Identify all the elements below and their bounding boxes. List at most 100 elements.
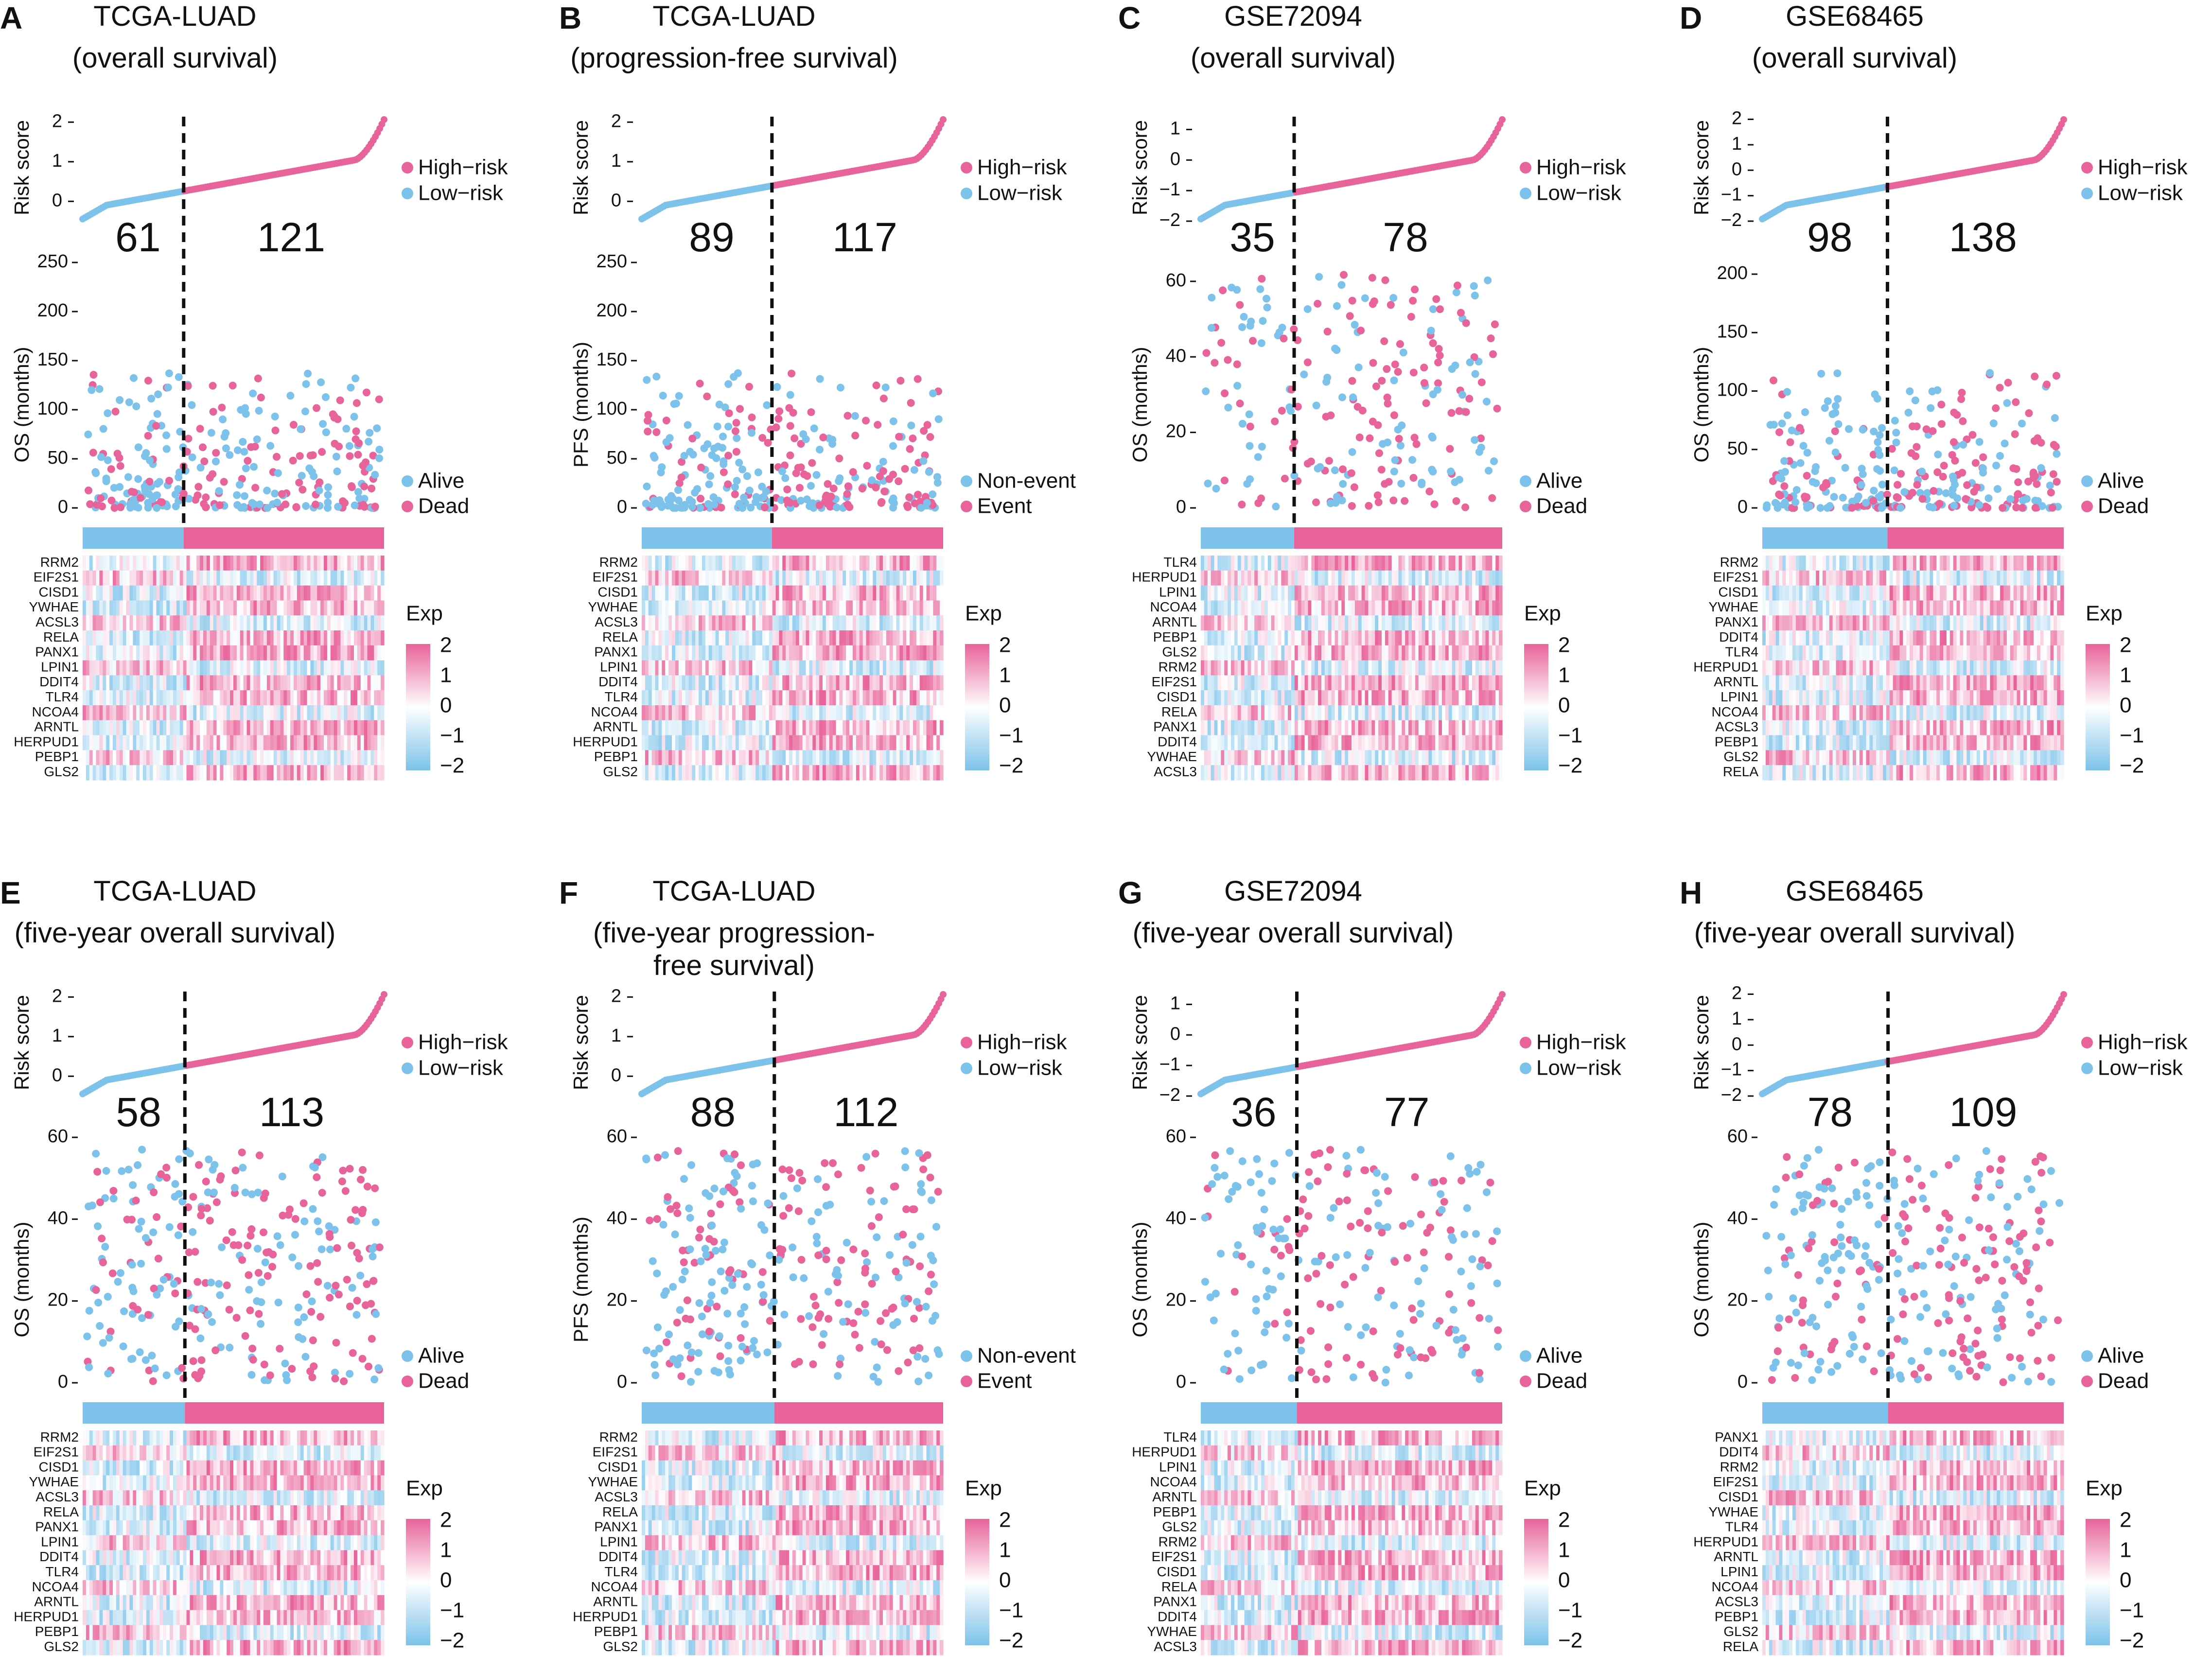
- heatmap-cell: [1238, 615, 1241, 630]
- heatmap-cell: [675, 571, 679, 586]
- heatmap-cell: [1214, 645, 1218, 661]
- survival-point: [1431, 500, 1439, 508]
- heatmap-cell: [196, 675, 200, 690]
- heatmap-cell: [719, 750, 722, 765]
- heatmap-cell: [672, 571, 675, 586]
- heatmap-cell: [866, 705, 870, 720]
- heatmap-cell: [1442, 571, 1445, 586]
- heatmap-cell: [93, 705, 96, 720]
- heatmap-cell: [240, 661, 244, 676]
- heatmap-cell: [1311, 690, 1315, 705]
- survival-point: [263, 504, 271, 512]
- survival-point: [215, 487, 223, 495]
- heatmap-cell: [652, 675, 655, 690]
- survival-point: [1337, 281, 1345, 289]
- heatmap-cell: [655, 661, 659, 676]
- heatmap-cell: [843, 720, 846, 735]
- heatmap-cell: [940, 600, 943, 615]
- heatmap-cell: [1328, 556, 1332, 571]
- gene-label: TLR4: [605, 689, 638, 704]
- heatmap-cell: [1489, 600, 1492, 615]
- survival-point: [859, 485, 866, 492]
- survival-point: [787, 391, 794, 399]
- heatmap-cell: [157, 690, 160, 705]
- exp-tick-label: 2: [440, 633, 452, 657]
- heatmap-cell: [742, 750, 746, 765]
- heatmap-cell: [217, 735, 220, 750]
- heatmap-cell: [1228, 571, 1231, 586]
- gene-label: RRM2: [40, 555, 79, 570]
- survival-tick-label: 0: [617, 497, 627, 517]
- heatmap-cell: [1382, 586, 1385, 601]
- heatmap-cell: [314, 571, 317, 586]
- heatmap-cell: [96, 705, 100, 720]
- heatmap-cell: [699, 615, 702, 630]
- heatmap-cell: [364, 720, 368, 735]
- heatmap-cell: [381, 630, 384, 645]
- heatmap-cell: [1392, 630, 1395, 645]
- heatmap-cell: [180, 750, 183, 765]
- heatmap-cell: [1365, 586, 1369, 601]
- heatmap-cell: [1415, 600, 1419, 615]
- heatmap-cell: [334, 556, 337, 571]
- heatmap-cell: [1214, 675, 1218, 690]
- heatmap-cell: [354, 765, 357, 780]
- heatmap-cell: [893, 571, 896, 586]
- heatmap-cell: [217, 720, 220, 735]
- heatmap-cell: [113, 600, 116, 615]
- heatmap-cell: [645, 586, 649, 601]
- heatmap-cell: [106, 556, 109, 571]
- heatmap-cell: [126, 600, 130, 615]
- heatmap-cell: [1398, 675, 1402, 690]
- heatmap-cell: [280, 690, 283, 705]
- heatmap-cell: [277, 600, 281, 615]
- heatmap-cell: [675, 586, 679, 601]
- heatmap-cell: [1201, 600, 1204, 615]
- heatmap-cell: [896, 645, 900, 661]
- heatmap-cell: [699, 720, 702, 735]
- heatmap-cell: [377, 571, 381, 586]
- heatmap-cell: [799, 586, 803, 601]
- heatmap-cell: [927, 720, 930, 735]
- heatmap-cell: [1345, 690, 1348, 705]
- heatmap-cell: [304, 586, 307, 601]
- heatmap-cell: [1305, 675, 1308, 690]
- heatmap-cell: [1479, 661, 1482, 676]
- heatmap-cell: [274, 645, 277, 661]
- heatmap-cell: [250, 615, 253, 630]
- heatmap-cell: [1264, 586, 1268, 601]
- heatmap-cell: [1251, 690, 1254, 705]
- heatmap-cell: [166, 630, 170, 645]
- heatmap-cell: [649, 661, 652, 676]
- heatmap-cell: [153, 705, 157, 720]
- heatmap-cell: [645, 645, 649, 661]
- heatmap-cell: [762, 630, 766, 645]
- survival-point: [786, 452, 794, 459]
- heatmap-cell: [103, 645, 106, 661]
- heatmap-cell: [719, 630, 722, 645]
- heatmap-cell: [143, 705, 146, 720]
- heatmap-cell: [839, 556, 843, 571]
- heatmap-cell: [1449, 661, 1452, 676]
- heatmap-cell: [863, 630, 866, 645]
- heatmap-cell: [1345, 586, 1348, 601]
- heatmap-cell: [679, 556, 682, 571]
- heatmap-cell: [1452, 675, 1456, 690]
- heatmap-cell: [688, 690, 692, 705]
- heatmap-cell: [96, 675, 100, 690]
- heatmap-cell: [1352, 556, 1355, 571]
- heatmap-cell: [1217, 645, 1221, 661]
- heatmap-cell: [133, 690, 136, 705]
- heatmap-cell: [143, 600, 146, 615]
- heatmap-cell: [709, 571, 712, 586]
- heatmap-cell: [277, 750, 281, 765]
- heatmap-cell: [260, 720, 263, 735]
- heatmap-cell: [1241, 571, 1245, 586]
- heatmap-cell: [340, 630, 344, 645]
- heatmap-cell: [772, 661, 776, 676]
- heatmap-cell: [1398, 645, 1402, 661]
- survival-point: [1236, 301, 1244, 309]
- risk-score-label: Risk score: [1128, 120, 1151, 215]
- heatmap-cell: [370, 571, 374, 586]
- heatmap-cell: [1378, 661, 1382, 676]
